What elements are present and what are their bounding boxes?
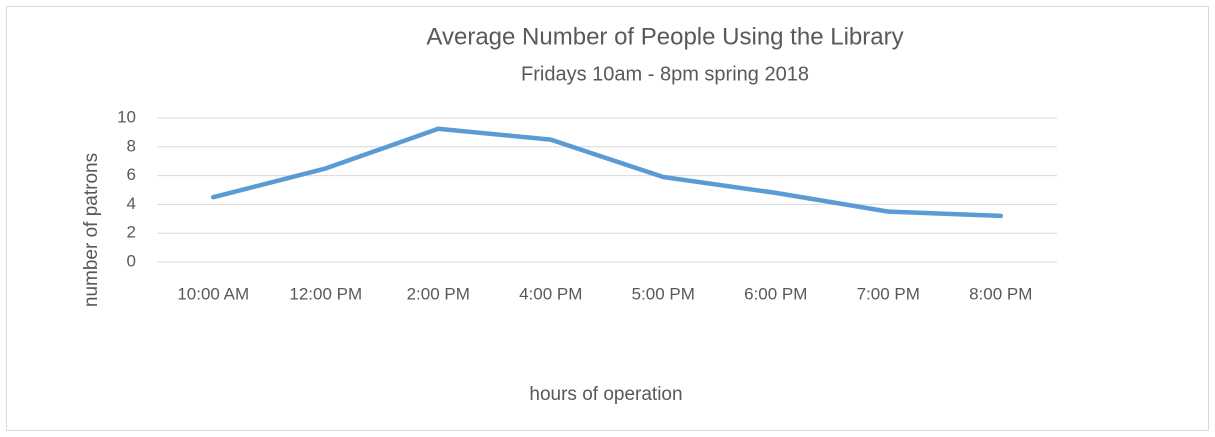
x-tick-label: 12:00 PM — [289, 284, 362, 303]
chart-border — [6, 6, 1209, 431]
x-tick-label: 5:00 PM — [632, 284, 695, 303]
x-tick-label: 7:00 PM — [857, 284, 920, 303]
x-tick-label: 4:00 PM — [519, 284, 582, 303]
x-tick-label: 10:00 AM — [177, 284, 249, 303]
x-tick-label: 6:00 PM — [744, 284, 807, 303]
y-tick-label: 6 — [127, 165, 136, 184]
y-axis-title: number of patrons — [81, 153, 102, 307]
y-tick-label: 4 — [127, 194, 136, 213]
data-line — [211, 126, 1003, 219]
x-tick-label: 2:00 PM — [407, 284, 470, 303]
y-tick-label: 0 — [127, 251, 136, 270]
y-tick-label: 2 — [127, 223, 136, 242]
y-tick-label: 8 — [127, 136, 136, 155]
x-axis-title: hours of operation — [529, 384, 682, 405]
chart-title: Average Number of People Using the Libra… — [426, 23, 903, 50]
x-tick-label: 8:00 PM — [969, 284, 1032, 303]
y-tick-label: 10 — [117, 107, 136, 126]
chart-subtitle: Fridays 10am - 8pm spring 2018 — [521, 63, 809, 85]
